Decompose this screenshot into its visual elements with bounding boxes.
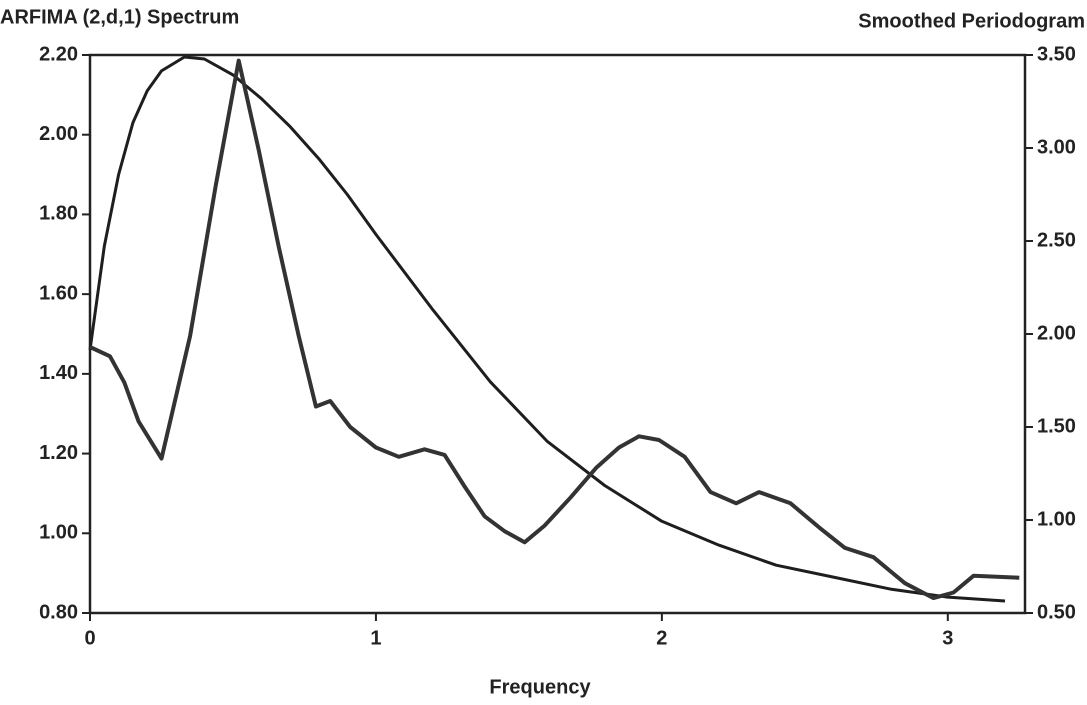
- y2-tick-label: 3.00: [1037, 136, 1076, 158]
- x-tick-label: 0: [84, 627, 95, 649]
- y-tick-label: 1.40: [39, 362, 78, 384]
- y-tick-label: 2.20: [39, 43, 78, 65]
- x-axis-title: Frequency: [489, 676, 591, 698]
- y2-tick-label: 3.50: [1037, 43, 1076, 65]
- y2-axis-title: Smoothed Periodogram: [858, 10, 1085, 32]
- y2-tick-label: 1.00: [1037, 508, 1076, 530]
- y2-tick-label: 2.50: [1037, 229, 1076, 251]
- y2-tick-label: 0.50: [1037, 601, 1076, 623]
- plot-frame: [88, 53, 1027, 615]
- y-axis-title: ARFIMA (2,d,1) Spectrum: [0, 6, 239, 28]
- y2-tick-label: 2.00: [1037, 322, 1076, 344]
- series-line: [89, 58, 1020, 601]
- y2-tick-label: 1.50: [1037, 415, 1076, 437]
- x-tick-label: 3: [942, 627, 953, 649]
- series-line: [88, 55, 1006, 603]
- x-tick-label: 1: [370, 627, 381, 649]
- y-tick-label: 1.60: [39, 282, 78, 304]
- y-tick-label: 0.80: [39, 601, 78, 623]
- y-tick-label: 1.20: [39, 442, 78, 464]
- x-tick-label: 2: [656, 627, 667, 649]
- y-tick-label: 2.00: [39, 123, 78, 145]
- y-tick-label: 1.00: [39, 522, 78, 544]
- y-tick-label: 1.80: [39, 203, 78, 225]
